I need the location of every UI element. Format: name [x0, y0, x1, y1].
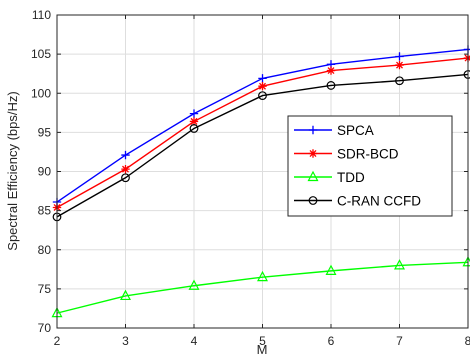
- data-point: [121, 164, 130, 174]
- y-tick-labels: 70 75 80 85 90 95 100 105 110: [31, 8, 51, 335]
- data-point: [258, 91, 267, 100]
- data-point: [395, 60, 404, 70]
- data-point: [395, 52, 404, 61]
- y-tick-label: 105: [31, 47, 51, 61]
- legend: SPCA SDR-BCD TDD C-RAN CCFD: [287, 115, 453, 217]
- legend-box: [287, 115, 453, 217]
- series-sdr-bcd: [52, 53, 470, 212]
- y-tick-label: 110: [32, 8, 51, 22]
- legend-item: SPCA: [294, 123, 374, 138]
- data-point: [394, 259, 405, 270]
- data-point: [258, 74, 267, 83]
- legend-item: SDR-BCD: [294, 147, 399, 162]
- data-point: [121, 173, 130, 183]
- data-point: [121, 150, 130, 160]
- x-tick-label: 8: [465, 334, 470, 348]
- series-line: [56, 73, 469, 218]
- y-tick-label: 85: [38, 204, 52, 218]
- data-point: [189, 109, 199, 118]
- legend-marker: [308, 149, 318, 158]
- data-point: [189, 117, 199, 126]
- legend-item: TDD: [294, 170, 365, 185]
- data-point: [188, 279, 200, 290]
- data-point: [258, 82, 267, 91]
- y-tick-label: 75: [38, 282, 52, 296]
- y-tick-label: 70: [38, 321, 52, 335]
- data-point: [325, 264, 337, 275]
- data-point: [120, 289, 131, 301]
- y-tick-label: 90: [38, 165, 52, 179]
- data-point: [395, 76, 404, 86]
- legend-marker: [308, 196, 318, 205]
- tick-marks: [56, 14, 469, 329]
- legend-label: C-RAN CCFD: [337, 194, 421, 209]
- data-point: [257, 270, 268, 282]
- x-tick-labels: 2 3 4 5 6 7 8: [54, 334, 470, 348]
- x-axis-label: M: [257, 342, 268, 357]
- series-tdd: [51, 255, 470, 318]
- legend-label: SDR-BCD: [337, 147, 399, 162]
- legend-marker: [307, 170, 319, 182]
- data-point: [326, 66, 336, 75]
- series-layer: [51, 45, 470, 318]
- y-tick-label: 100: [31, 86, 51, 100]
- legend-label: TDD: [337, 170, 365, 185]
- x-tick-label: 3: [122, 334, 129, 348]
- x-tick-label: 5: [259, 334, 266, 348]
- x-tick-label: 2: [54, 334, 61, 348]
- y-tick-label: 95: [38, 125, 52, 139]
- x-tick-label: 4: [191, 334, 198, 348]
- x-tick-label: 7: [396, 334, 403, 348]
- data-point: [326, 81, 336, 90]
- legend-label: SPCA: [337, 123, 374, 138]
- x-tick-label: 6: [328, 334, 335, 348]
- legend-marker: [308, 125, 318, 135]
- y-axis-label: Spectral Efficiency (bps/Hz): [5, 91, 20, 250]
- data-point: [189, 124, 199, 133]
- series-line: [56, 261, 469, 314]
- y-tick-label: 80: [38, 243, 52, 257]
- legend-item: C-RAN CCFD: [294, 194, 421, 209]
